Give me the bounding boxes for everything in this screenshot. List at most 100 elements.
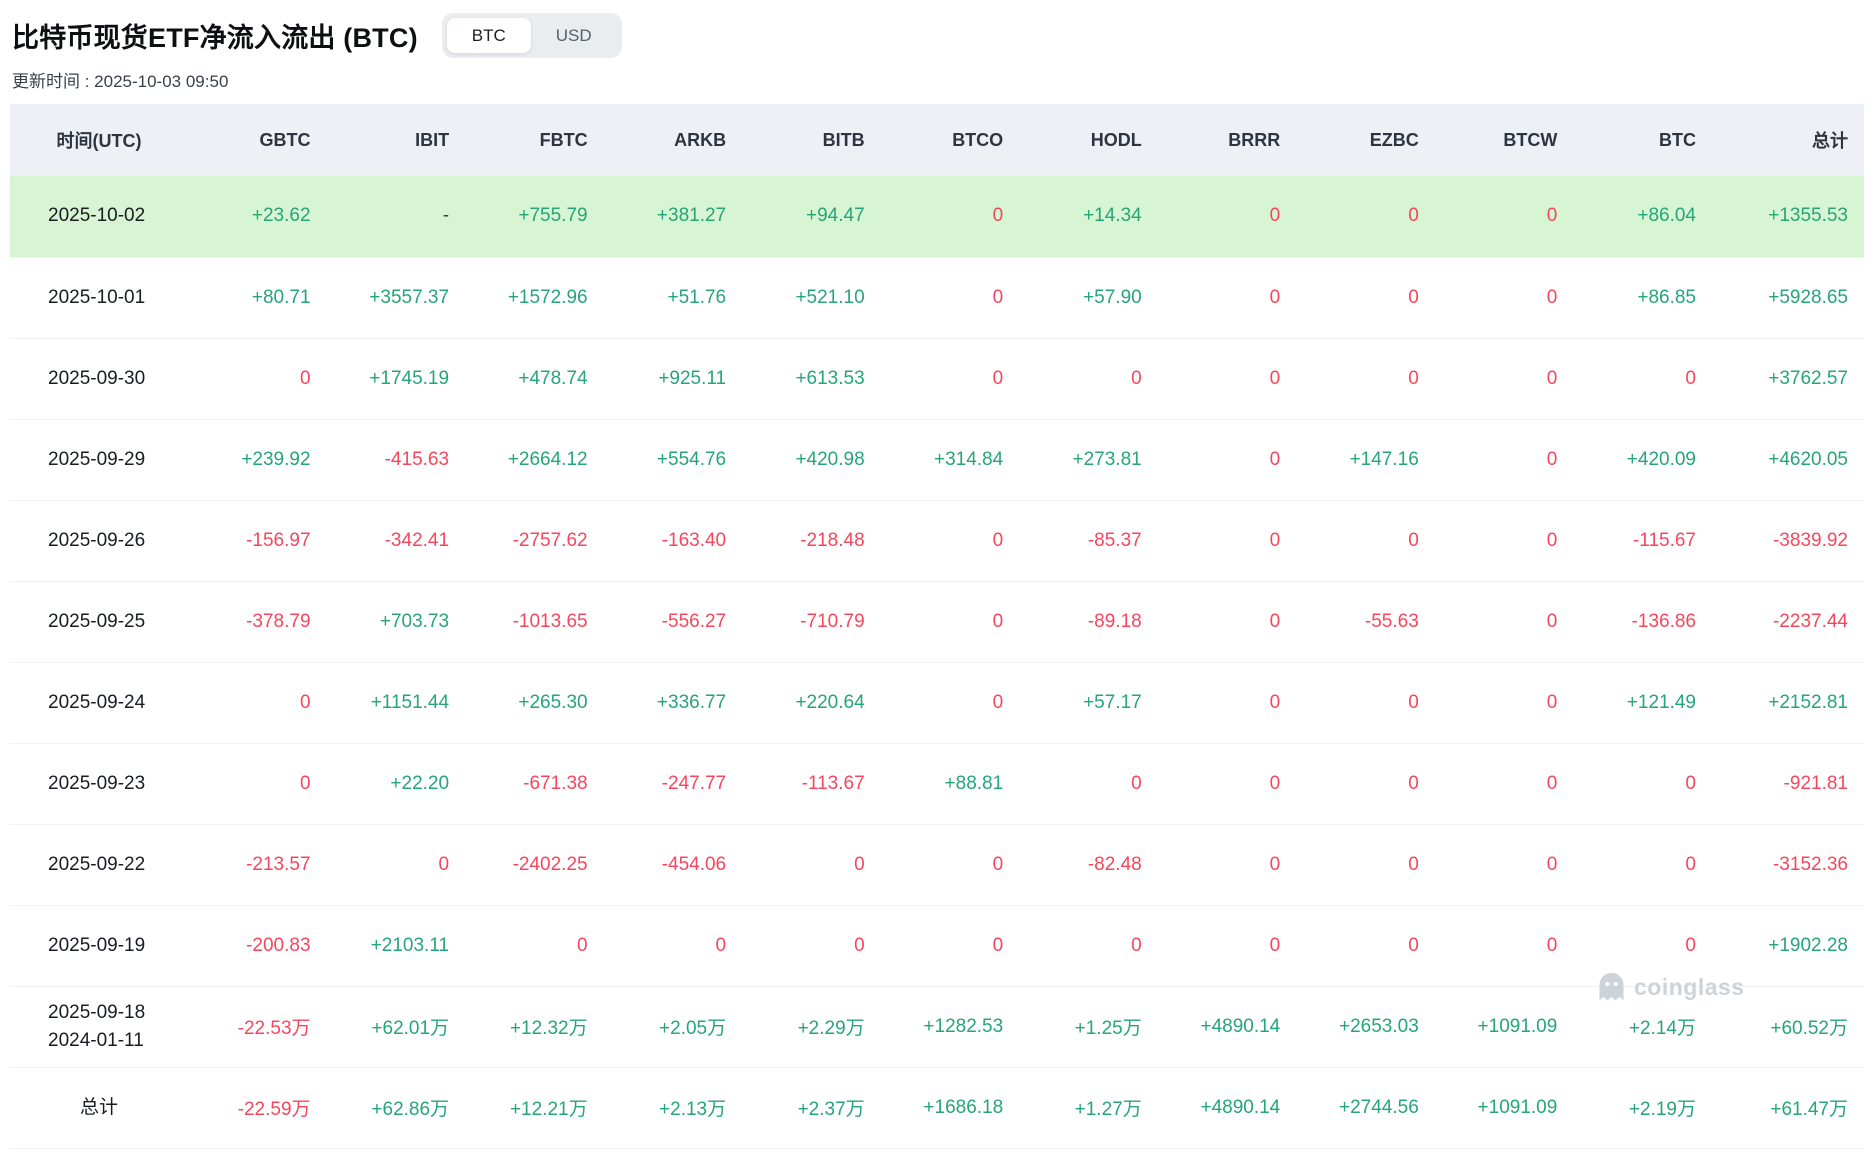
value-cell: -378.79 <box>246 610 311 632</box>
column-header: BTCW <box>1503 129 1558 150</box>
value-cell: +554.76 <box>656 448 727 470</box>
value-cell: -556.27 <box>661 610 727 632</box>
value-cell: 0 <box>1546 772 1558 794</box>
value-cell: +4890.14 <box>1200 1015 1281 1037</box>
value-cell: +1091.09 <box>1477 1096 1558 1118</box>
column-header: 时间(UTC) <box>56 131 142 151</box>
value-cell: +755.79 <box>518 205 588 227</box>
value-cell: 0 <box>1408 691 1419 713</box>
value-cell: +1355.53 <box>1768 205 1848 227</box>
value-cell: -2237.44 <box>1772 610 1848 632</box>
value-cell: -113.67 <box>801 772 865 794</box>
value-cell: 0 <box>992 367 1004 389</box>
value-cell: 0 <box>1131 934 1142 956</box>
value-cell: +86.04 <box>1637 205 1696 227</box>
value-cell: 0 <box>1546 934 1558 956</box>
column-header: HODL <box>1090 129 1142 150</box>
date-cell: 2025-09-18 2024-01-11 <box>48 1001 146 1051</box>
value-cell: +62.01万 <box>371 1018 450 1039</box>
value-cell: +420.98 <box>795 448 865 470</box>
value-cell: 0 <box>854 934 865 956</box>
date-cell: 2025-09-22 <box>48 853 146 875</box>
value-cell: 0 <box>1269 448 1281 470</box>
value-cell: 0 <box>992 205 1004 227</box>
value-cell: -218.48 <box>800 529 865 551</box>
date-cell: 2025-09-23 <box>48 772 146 794</box>
value-cell: 0 <box>1131 367 1142 389</box>
column-header: BTC <box>1659 129 1696 150</box>
value-cell: 0 <box>992 286 1004 308</box>
value-cell: 0 <box>1269 772 1281 794</box>
date-cell: 2025-09-19 <box>48 934 146 956</box>
total-row-label: 总计 <box>79 1096 118 1118</box>
value-cell: +1745.19 <box>369 367 450 389</box>
value-cell: +88.81 <box>944 772 1004 794</box>
date-cell: 2025-10-01 <box>48 286 146 308</box>
update-time: 更新时间 : 2025-10-03 09:50 <box>12 72 229 91</box>
value-cell: 0 <box>992 691 1004 713</box>
value-cell: 0 <box>577 934 588 956</box>
value-cell: +57.17 <box>1083 691 1142 713</box>
value-cell: 0 <box>438 853 450 875</box>
value-cell: 0 <box>1408 853 1419 875</box>
total-row: 总计 -22.59万 +62.86万 +12.21万 +2.13万 +2.37万 +1686… <box>10 1067 1864 1148</box>
value-cell: +121.49 <box>1626 691 1696 713</box>
value-cell: 0 <box>992 610 1004 632</box>
value-cell: 0 <box>1269 853 1281 875</box>
toggle-usd-button[interactable]: USD <box>531 18 617 53</box>
value-cell: +22.20 <box>390 772 450 794</box>
value-cell: +12.21万 <box>509 1099 588 1120</box>
value-cell: 0 <box>299 367 311 389</box>
table-header: 时间(UTC) GBTC IBIT FBTC ARKB BITB BTCO HODL BRRR E… <box>10 104 1864 176</box>
value-cell: 0 <box>1685 772 1696 794</box>
value-cell: 0 <box>1546 448 1558 470</box>
table-row: 2025-10-01 +80.71 +3557.37 +1572.96 +51.76 +5… <box>10 257 1864 338</box>
value-cell: +3557.37 <box>369 286 450 308</box>
value-cell: +86.85 <box>1637 286 1696 308</box>
page-title: 比特币现货ETF净流入流出 (BTC) <box>12 22 418 53</box>
value-cell: -22.53万 <box>237 1018 311 1039</box>
value-cell: -671.38 <box>523 772 588 794</box>
value-cell: -82.48 <box>1087 853 1142 875</box>
value-cell: +1.27万 <box>1074 1099 1142 1120</box>
column-header: IBIT <box>415 129 450 150</box>
value-cell: +2103.11 <box>370 934 450 956</box>
date-cell: 2025-09-29 <box>48 448 146 470</box>
value-cell: -55.63 <box>1364 610 1419 632</box>
value-cell: +273.81 <box>1072 448 1142 470</box>
value-cell: 0 <box>1269 367 1281 389</box>
etf-flow-table: 时间(UTC) GBTC IBIT FBTC ARKB BITB BTCO HODL BRRR E… <box>10 104 1864 1149</box>
value-cell: +521.10 <box>795 286 865 308</box>
value-cell: 0 <box>1131 772 1142 794</box>
value-cell: 0 <box>1546 610 1558 632</box>
value-cell: 0 <box>1546 529 1558 551</box>
value-cell: -415.63 <box>384 448 450 470</box>
column-header: FBTC <box>539 129 588 150</box>
value-cell: 0 <box>1408 772 1419 794</box>
toggle-btc-button[interactable]: BTC <box>446 17 531 53</box>
value-cell: +61.47万 <box>1770 1099 1848 1120</box>
value-cell: 0 <box>1546 205 1558 227</box>
column-header: 总计 <box>1812 131 1848 151</box>
value-cell: 0 <box>1269 691 1281 713</box>
value-cell: +265.30 <box>518 691 588 713</box>
value-cell: +147.16 <box>1349 448 1419 470</box>
header-row: 时间(UTC) GBTC IBIT FBTC ARKB BITB BTCO HODL BRRR E… <box>10 104 1864 176</box>
value-cell: -2757.62 <box>512 529 588 551</box>
value-cell: 0 <box>992 934 1004 956</box>
value-cell: 0 <box>1408 205 1419 227</box>
value-cell: +2.05万 <box>659 1018 727 1039</box>
value-cell: +1686.18 <box>923 1096 1004 1118</box>
table-row: 2025-09-29 +239.92 -415.63 +2664.12 +554.76 +… <box>10 419 1864 500</box>
value-cell: +1151.44 <box>370 691 450 713</box>
value-cell: -200.83 <box>246 934 311 956</box>
topbar: 比特币现货ETF净流入流出 (BTC) BTC USD <box>0 0 1874 58</box>
value-cell: -163.40 <box>661 529 727 551</box>
value-cell: +60.52万 <box>1770 1018 1848 1039</box>
value-cell: +94.47 <box>806 205 865 227</box>
value-cell: +1091.09 <box>1477 1015 1558 1037</box>
value-cell: +5928.65 <box>1768 286 1848 308</box>
value-cell: 0 <box>1546 367 1558 389</box>
value-cell: 0 <box>1408 529 1419 551</box>
table-row: 2025-09-19 -200.83 +2103.11 0 0 0 0 0 0 0 0 0 +1902.… <box>10 905 1864 986</box>
